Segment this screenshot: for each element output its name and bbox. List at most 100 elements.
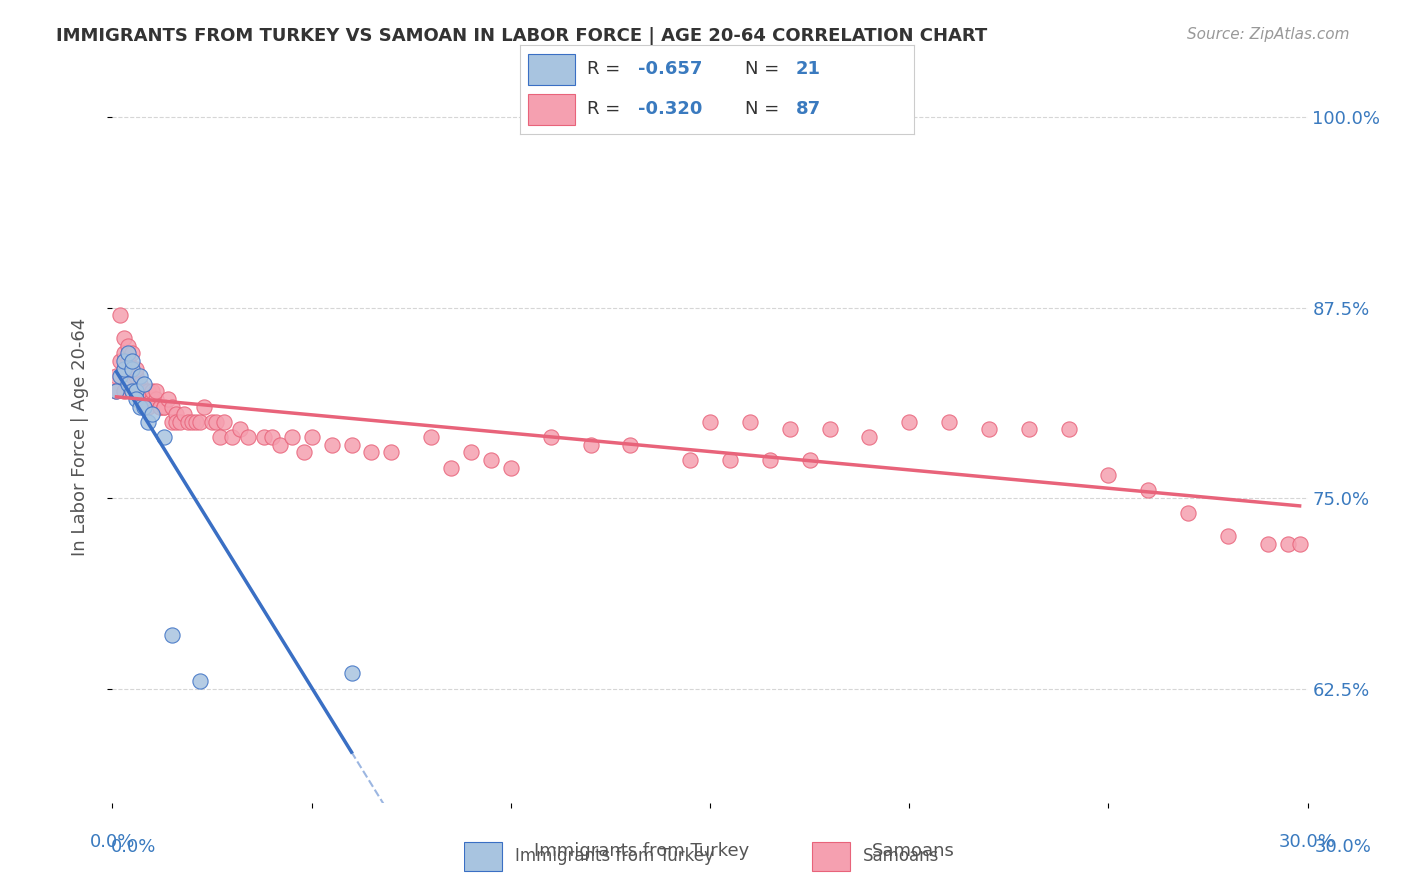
Point [149,400,172,414]
Point [165,407,187,421]
Point [121,384,143,399]
Point [1097,468,1119,483]
Point [114,384,135,399]
Point [145,392,167,406]
Point [205,415,228,429]
Point [1216,529,1239,543]
FancyBboxPatch shape [529,54,575,85]
Point [229,422,252,436]
Point [117,376,139,391]
Text: Immigrants from Turkey: Immigrants from Turkey [534,842,749,860]
Point [162,415,183,429]
Point [110,369,132,384]
Point [181,415,204,429]
Point [129,369,152,384]
Point [157,392,180,406]
Point [619,438,641,452]
Point [141,384,163,399]
Point [153,430,176,444]
Point [1277,537,1299,551]
Point [129,376,152,391]
Point [1137,483,1160,498]
Text: Source: ZipAtlas.com: Source: ZipAtlas.com [1187,27,1350,42]
Text: 30.0%: 30.0% [1315,838,1371,855]
Point [209,430,232,444]
Point [121,346,143,360]
Y-axis label: In Labor Force | Age 20-64: In Labor Force | Age 20-64 [70,318,89,557]
Point [579,438,602,452]
Point [138,400,160,414]
Point [177,415,200,429]
Text: R =: R = [588,60,626,78]
Text: 0.0%: 0.0% [111,838,156,855]
Point [699,415,721,429]
Point [134,392,156,406]
Point [121,384,143,399]
Point [105,384,128,399]
Text: Samoans: Samoans [863,847,939,865]
Point [420,430,443,444]
Point [1288,537,1310,551]
Point [110,354,132,368]
Point [938,415,960,429]
Point [738,415,761,429]
Point [134,384,156,399]
Point [212,415,235,429]
Point [134,400,156,414]
Point [340,438,363,452]
Point [679,453,702,467]
Point [141,392,163,406]
Point [201,415,224,429]
Point [173,407,195,421]
Point [460,445,482,459]
Text: 30.0%: 30.0% [1279,833,1336,851]
Point [110,308,132,322]
Point [121,361,143,376]
Point [1177,506,1199,520]
Point [977,422,1000,436]
Point [253,430,276,444]
Text: Immigrants from Turkey: Immigrants from Turkey [515,847,713,865]
Point [188,673,211,688]
Point [129,400,152,414]
Point [858,430,880,444]
Text: 0.0%: 0.0% [90,833,135,851]
Point [260,430,283,444]
Point [149,400,172,414]
Point [169,415,191,429]
Point [1057,422,1080,436]
Text: IMMIGRANTS FROM TURKEY VS SAMOAN IN LABOR FORCE | AGE 20-64 CORRELATION CHART: IMMIGRANTS FROM TURKEY VS SAMOAN IN LABO… [56,27,987,45]
Text: N =: N = [745,60,785,78]
Point [117,354,139,368]
Point [186,415,208,429]
Bar [464,842,502,871]
Point [138,384,160,399]
Point [818,422,841,436]
Bar [813,842,851,871]
Point [1018,422,1040,436]
Point [269,438,291,452]
Point [129,384,152,399]
Point [105,384,128,399]
Point [221,430,243,444]
Point [125,384,148,399]
Point [105,369,128,384]
Point [292,445,315,459]
Point [134,376,156,391]
Point [718,453,741,467]
Point [165,415,187,429]
Point [114,346,135,360]
Point [898,415,921,429]
Point [188,415,211,429]
Point [162,628,183,642]
Point [117,346,139,360]
Point [499,460,522,475]
Point [281,430,304,444]
Point [114,361,135,376]
Text: N =: N = [745,100,785,119]
Point [125,361,148,376]
Text: Samoans: Samoans [872,842,955,860]
Point [440,460,463,475]
Point [340,666,363,681]
Point [141,407,163,421]
